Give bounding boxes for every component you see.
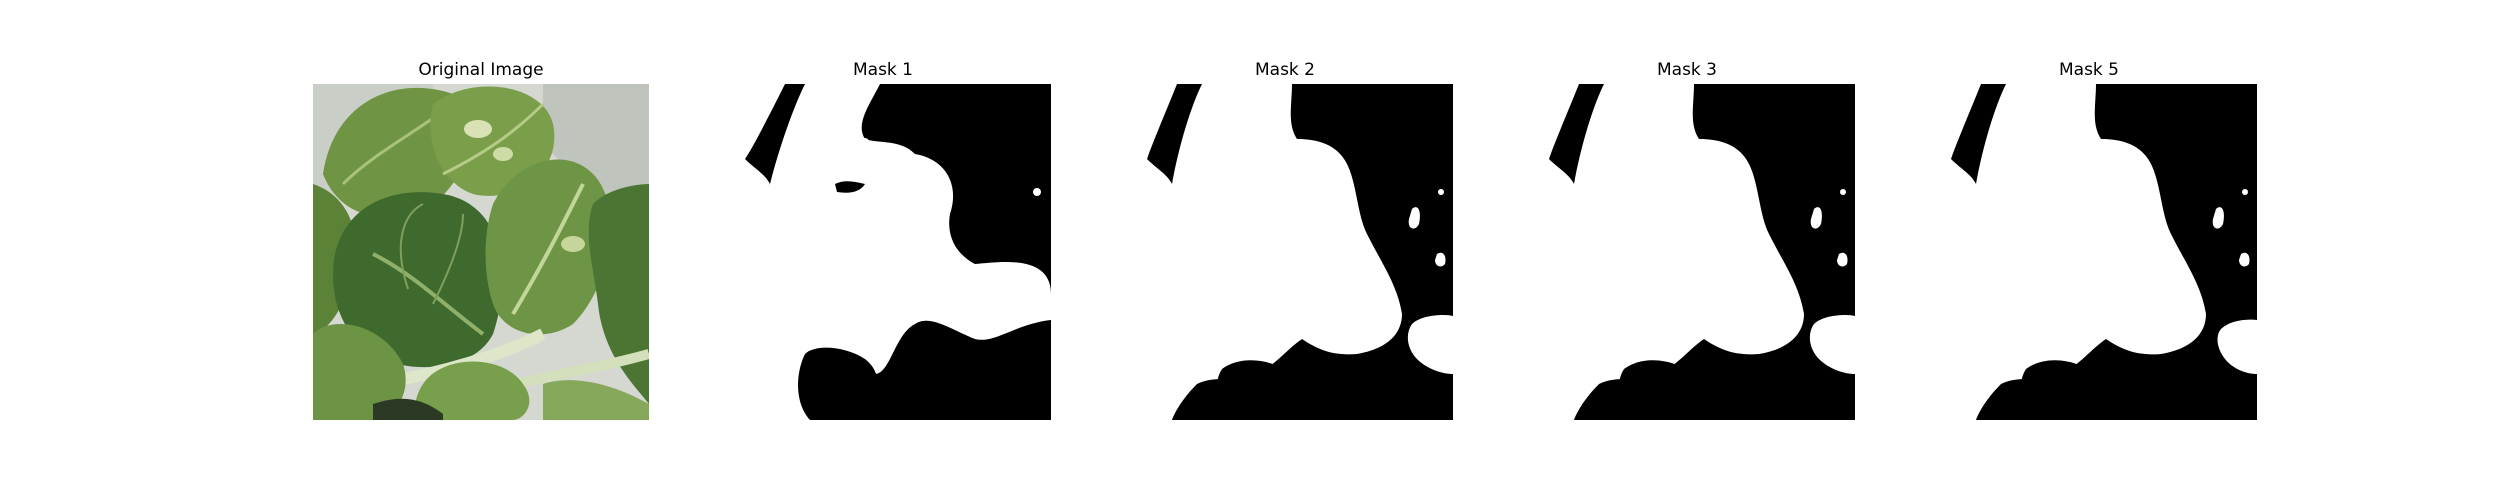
mask-image xyxy=(1921,84,2257,420)
mask-image xyxy=(715,84,1051,420)
panel-title: Original Image xyxy=(418,60,544,80)
panel-title: Mask 3 xyxy=(1656,60,1717,80)
mask-image xyxy=(1117,84,1453,420)
panel-mask-1: Mask 1 xyxy=(715,0,1051,500)
panel-title: Mask 1 xyxy=(852,60,913,80)
panel-original-image: Original Image xyxy=(313,0,649,500)
plant-photo xyxy=(313,84,649,420)
panel-mask-2: Mask 2 xyxy=(1117,0,1453,500)
mask-5 xyxy=(1921,84,2257,420)
mask-image xyxy=(1519,84,1855,420)
original-image xyxy=(313,84,649,420)
panel-mask-3: Mask 3 xyxy=(1519,0,1855,500)
panel-title: Mask 2 xyxy=(1254,60,1315,80)
panel-mask-5: Mask 5 xyxy=(1921,0,2257,500)
mask-2 xyxy=(1117,84,1453,420)
mask-1 xyxy=(715,84,1051,420)
panel-title: Mask 5 xyxy=(2058,60,2119,80)
mask-3 xyxy=(1519,84,1855,420)
